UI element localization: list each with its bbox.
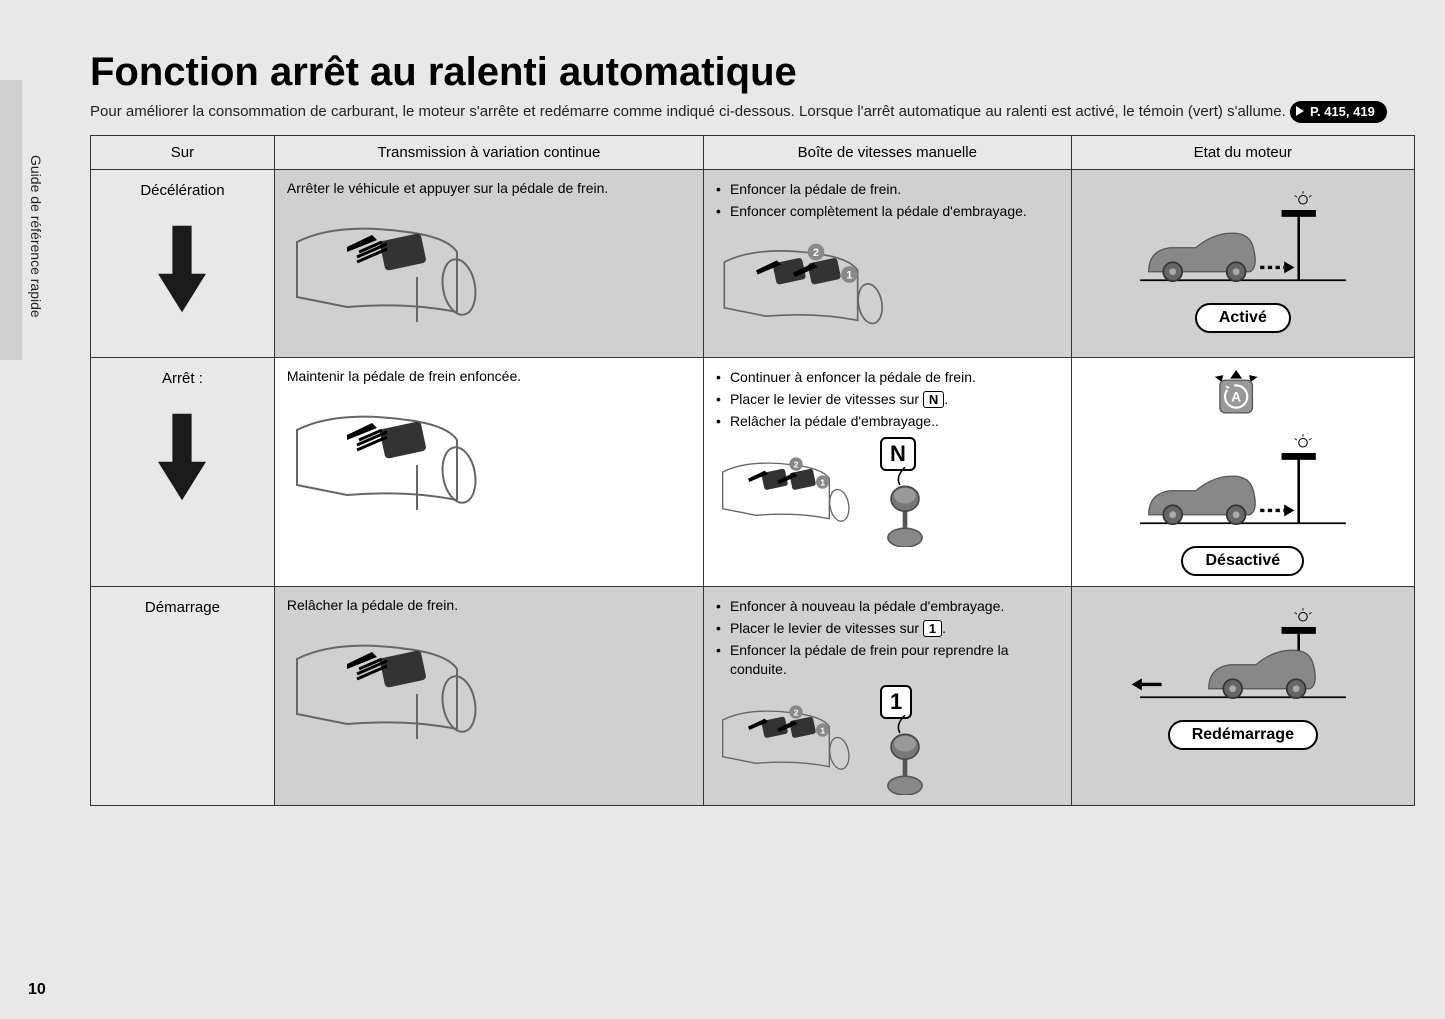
manual-bullet: Enfoncer à nouveau la pédale d'embrayage…: [716, 597, 1059, 616]
manual-bullet: Placer le levier de vitesses sur N.: [716, 390, 1059, 409]
page-reference-badge: P. 415, 419: [1290, 101, 1387, 123]
manual-bullet: Relâcher la pédale d'embrayage..: [716, 412, 1059, 431]
engine-state-illustration: [1084, 603, 1402, 726]
idle-stop-indicator-icon: [1084, 368, 1402, 423]
instruction-table: Sur Transmission à variation continue Bo…: [90, 135, 1415, 806]
down-arrow-icon: [158, 224, 206, 318]
gear-key-inline: N: [923, 391, 944, 409]
phase-cell: Arrêt :: [91, 357, 275, 586]
manual-bullet-list: Enfoncer à nouveau la pédale d'embrayage…: [716, 597, 1059, 679]
engine-status-label: Redémarrage: [1168, 720, 1318, 750]
gear-key-inline: 1: [923, 620, 942, 638]
page-content: Fonction arrêt au ralenti automatique Po…: [90, 50, 1415, 806]
gear-key-callout: N: [880, 437, 916, 471]
manual-bullet: Continuer à enfoncer la pédale de frein.: [716, 368, 1059, 387]
side-section-label: Guide de référence rapide: [28, 155, 44, 318]
pedal-illustration: [287, 619, 691, 762]
manual-cell: Continuer à enfoncer la pédale de frein.…: [703, 357, 1071, 586]
manual-illustration: 1: [716, 685, 1059, 795]
manual-bullet: Enfoncer la pédale de frein.: [716, 180, 1059, 199]
cvt-caption: Maintenir la pédale de frein enfoncée.: [287, 368, 691, 384]
manual-illustration: [716, 227, 1059, 347]
cvt-cell: Relâcher la pédale de frein.: [274, 586, 703, 805]
pedal-illustration: [287, 390, 691, 533]
phase-label: Démarrage: [95, 599, 270, 616]
header-cvt: Transmission à variation continue: [274, 136, 703, 170]
cvt-cell: Maintenir la pédale de frein enfoncée.: [274, 357, 703, 586]
engine-state-cell: Redémarrage: [1071, 586, 1414, 805]
page-title: Fonction arrêt au ralenti automatique: [90, 50, 1415, 95]
manual-bullet: Enfoncer la pédale de frein pour reprend…: [716, 641, 1059, 679]
side-tab: [0, 80, 22, 360]
manual-bullet: Placer le levier de vitesses sur 1.: [716, 619, 1059, 638]
intro-text: Pour améliorer la consommation de carbur…: [90, 101, 1415, 123]
phase-cell: Démarrage: [91, 586, 275, 805]
engine-status-label: Désactivé: [1181, 546, 1304, 576]
gear-key-callout: 1: [880, 685, 912, 719]
cvt-caption: Relâcher la pédale de frein.: [287, 597, 691, 613]
manual-bullet: Enfoncer complètement la pédale d'embray…: [716, 202, 1059, 221]
down-arrow-icon: [158, 412, 206, 506]
manual-cell: Enfoncer à nouveau la pédale d'embrayage…: [703, 586, 1071, 805]
header-engine: Etat du moteur: [1071, 136, 1414, 170]
phase-cell: Décélération: [91, 170, 275, 358]
engine-state-cell: Activé: [1071, 170, 1414, 358]
header-phase: Sur: [91, 136, 275, 170]
header-manual: Boîte de vitesses manuelle: [703, 136, 1071, 170]
cvt-caption: Arrêter le véhicule et appuyer sur la pé…: [287, 180, 691, 196]
manual-bullet-list: Enfoncer la pédale de frein. Enfoncer com…: [716, 180, 1059, 221]
cvt-cell: Arrêter le véhicule et appuyer sur la pé…: [274, 170, 703, 358]
engine-status-label: Activé: [1195, 303, 1291, 333]
phase-label: Arrêt :: [95, 370, 270, 387]
manual-cell: Enfoncer la pédale de frein. Enfoncer com…: [703, 170, 1071, 358]
engine-state-cell: Désactivé: [1071, 357, 1414, 586]
phase-label: Décélération: [95, 182, 270, 199]
manual-illustration: N: [716, 437, 1059, 547]
page-number: 10: [28, 981, 46, 999]
engine-state-illustration: [1084, 186, 1402, 309]
manual-bullet-list: Continuer à enfoncer la pédale de frein.…: [716, 368, 1059, 431]
pedal-illustration: [287, 202, 691, 345]
engine-state-illustration: [1084, 429, 1402, 552]
intro-span: Pour améliorer la consommation de carbur…: [90, 103, 1290, 120]
